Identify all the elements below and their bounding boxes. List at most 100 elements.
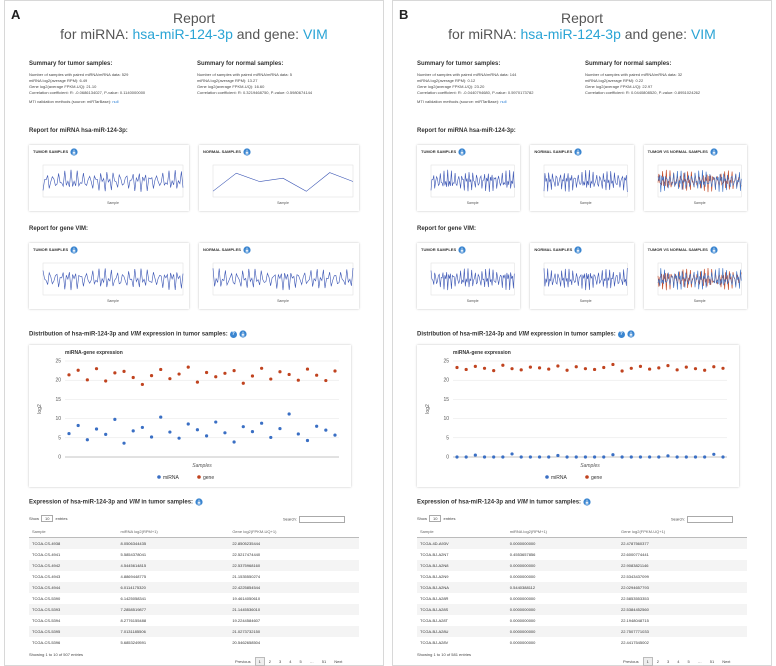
scatter-point bbox=[492, 369, 496, 373]
scatter-point bbox=[675, 455, 679, 459]
page-button[interactable]: 1 bbox=[642, 657, 653, 666]
scatter-point bbox=[648, 367, 652, 371]
scatter-point bbox=[638, 364, 643, 368]
plot-frame bbox=[544, 164, 628, 198]
scatter-point bbox=[482, 366, 487, 370]
scatter-point bbox=[537, 455, 542, 459]
page-button[interactable]: Previous bbox=[623, 659, 639, 664]
summary-line: Correlation coefficient: R: 0.3219468750… bbox=[197, 90, 313, 95]
scatter-point bbox=[528, 455, 532, 459]
heading-part: Distribution of hsa-miR-124-3p and bbox=[417, 331, 519, 338]
download-icon[interactable] bbox=[239, 330, 247, 338]
scatter-point bbox=[629, 455, 633, 459]
page-button[interactable]: 4 bbox=[289, 659, 292, 664]
help-icon[interactable]: ? bbox=[617, 330, 625, 338]
help-icon[interactable]: ? bbox=[229, 330, 237, 338]
page-button[interactable]: 51 bbox=[321, 659, 327, 664]
mini-chart-title: NORMAL SAMPLES bbox=[534, 148, 582, 156]
scatter-point bbox=[648, 455, 652, 459]
column-header[interactable]: Sample bbox=[417, 526, 507, 538]
heading-part: expression in tumor samples: bbox=[141, 331, 228, 338]
expression-heading: Expression of hsa-miR-124-3p and VIM in … bbox=[29, 498, 203, 506]
column-header[interactable]: miRNA log2(RPM+1) bbox=[506, 526, 618, 538]
page-button[interactable]: 3 bbox=[279, 659, 282, 664]
scatter-point bbox=[260, 366, 264, 370]
mini-x-label: Sample bbox=[467, 299, 479, 303]
table-cell: TCGA-CS-5395 bbox=[29, 626, 118, 637]
page-button[interactable]: Previous bbox=[235, 659, 251, 664]
scatter-point bbox=[131, 375, 135, 380]
search-box[interactable] bbox=[298, 516, 345, 523]
scatter-point bbox=[592, 455, 597, 459]
table-row: TCGA-BJ-A2N8 0.0000000000 22.9083821146 bbox=[417, 560, 747, 571]
page-button[interactable]: … bbox=[309, 659, 314, 664]
download-icon[interactable] bbox=[195, 498, 203, 506]
download-icon[interactable] bbox=[710, 148, 718, 156]
scatter-point bbox=[76, 368, 80, 372]
download-icon[interactable] bbox=[243, 246, 251, 254]
scatter-point bbox=[287, 372, 291, 377]
download-icon[interactable] bbox=[574, 148, 582, 156]
mti-text: MTI validation methods (source: miRTarBa… bbox=[417, 99, 500, 104]
column-header[interactable]: Gene log2(FPKM-UQ+1) bbox=[229, 526, 359, 538]
mti-link[interactable]: null bbox=[112, 99, 119, 104]
mini-x-label: Sample bbox=[277, 299, 289, 303]
scatter-point bbox=[592, 367, 597, 372]
show-label: Show bbox=[417, 516, 428, 521]
search-box[interactable] bbox=[686, 516, 733, 523]
page-button[interactable]: 5 bbox=[687, 659, 690, 664]
column-header[interactable]: miRNA log2(RPM+1) bbox=[117, 526, 230, 538]
page-button[interactable]: 51 bbox=[709, 659, 715, 664]
table-cell: 7.2858519877 bbox=[117, 604, 230, 615]
legend-label: gene bbox=[203, 475, 214, 481]
scatter-point bbox=[269, 435, 273, 440]
download-icon[interactable] bbox=[70, 246, 78, 254]
scatter-title: miRNA-gene expression bbox=[453, 350, 511, 356]
scatter-point bbox=[556, 453, 560, 458]
scatter-point bbox=[482, 455, 487, 459]
table-cell: 20.5462658504 bbox=[232, 640, 261, 645]
data-table: Sample miRNA log2(RPM+1) Gene log2(FPKM-UQ… bbox=[417, 526, 747, 648]
length-select[interactable]: 10 bbox=[41, 515, 54, 522]
page-button[interactable]: Next bbox=[334, 659, 343, 664]
icon-arrow bbox=[245, 149, 249, 155]
scatter-point bbox=[315, 424, 319, 428]
table-row: TCGA-CS-4943 4.8869448775 21.1535550274 bbox=[29, 571, 359, 582]
icon-arrow bbox=[576, 149, 580, 155]
page-button[interactable]: 2 bbox=[268, 659, 272, 664]
scatter-point bbox=[666, 364, 670, 368]
download-icon[interactable] bbox=[574, 246, 582, 254]
page-button[interactable]: … bbox=[697, 659, 702, 664]
scatter-point bbox=[333, 433, 337, 437]
download-icon[interactable] bbox=[627, 330, 635, 338]
column-header[interactable]: Gene log2(FPKM-UQ+1) bbox=[618, 526, 747, 538]
scatter-point bbox=[140, 382, 144, 387]
download-icon[interactable] bbox=[243, 148, 251, 156]
scatter-point bbox=[492, 455, 496, 459]
page-button[interactable]: 5 bbox=[299, 659, 302, 664]
summary-heading: Summary for normal samples: bbox=[585, 61, 672, 67]
download-icon[interactable] bbox=[583, 498, 591, 506]
download-icon[interactable] bbox=[710, 246, 718, 254]
download-icon[interactable] bbox=[458, 246, 466, 254]
summary-line: Correlation coefficient: R: -0.044079468… bbox=[417, 90, 534, 95]
scatter-point bbox=[177, 436, 181, 440]
scatter-point bbox=[315, 373, 319, 377]
length-select[interactable]: 10 bbox=[429, 515, 442, 522]
page-button[interactable]: 1 bbox=[254, 657, 265, 666]
scatter-point bbox=[583, 455, 588, 459]
download-icon[interactable] bbox=[70, 148, 78, 156]
page-button[interactable]: 3 bbox=[667, 659, 670, 664]
scatter-point bbox=[657, 366, 661, 370]
mti-link[interactable]: null bbox=[500, 99, 507, 104]
page-button[interactable]: Next bbox=[722, 659, 731, 664]
table-cell: TCGA-BJ-A28U bbox=[417, 626, 507, 637]
y-tick-label: 5 bbox=[446, 435, 449, 441]
table-cell: 21.1535550274 bbox=[232, 574, 261, 579]
download-icon[interactable] bbox=[458, 148, 466, 156]
column-header[interactable]: Sample bbox=[29, 526, 118, 538]
mini-chart-plot: Sample bbox=[212, 164, 354, 205]
page-button[interactable]: 4 bbox=[677, 659, 680, 664]
page-button[interactable]: 2 bbox=[656, 659, 660, 664]
table-cell: 22.8505235444 bbox=[229, 537, 359, 549]
